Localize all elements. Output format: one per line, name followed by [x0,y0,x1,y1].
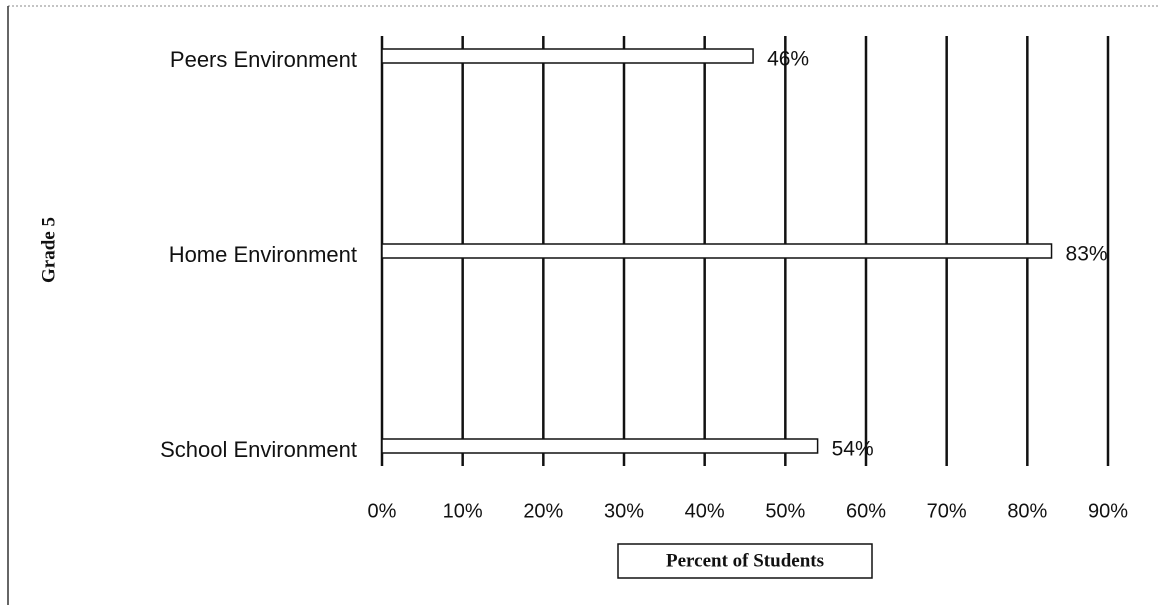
y-tick-label: Peers Environment [170,47,357,72]
x-tick-label: 70% [927,500,967,522]
x-tick-label: 10% [443,500,483,522]
data-label: 54% [832,438,874,461]
x-tick-label: 40% [685,500,725,522]
data-label: 46% [767,48,809,71]
bar [381,438,819,454]
x-tick-label: 20% [523,500,563,522]
x-tick-label: 60% [846,500,886,522]
bar [381,48,754,64]
x-tick-label: 0% [368,500,397,522]
x-tick-label: 80% [1007,500,1047,522]
y-axis-title: Grade 5 [38,217,59,283]
bar [381,243,1053,259]
x-axis-title: Percent of Students [666,550,824,571]
x-axis-title-box [617,543,873,579]
x-tick-label: 30% [604,500,644,522]
data-label: 83% [1066,243,1108,266]
y-tick-label: School Environment [160,437,357,462]
x-tick-label: 90% [1088,500,1128,522]
y-tick-label: Home Environment [169,242,357,267]
x-tick-label: 50% [765,500,805,522]
